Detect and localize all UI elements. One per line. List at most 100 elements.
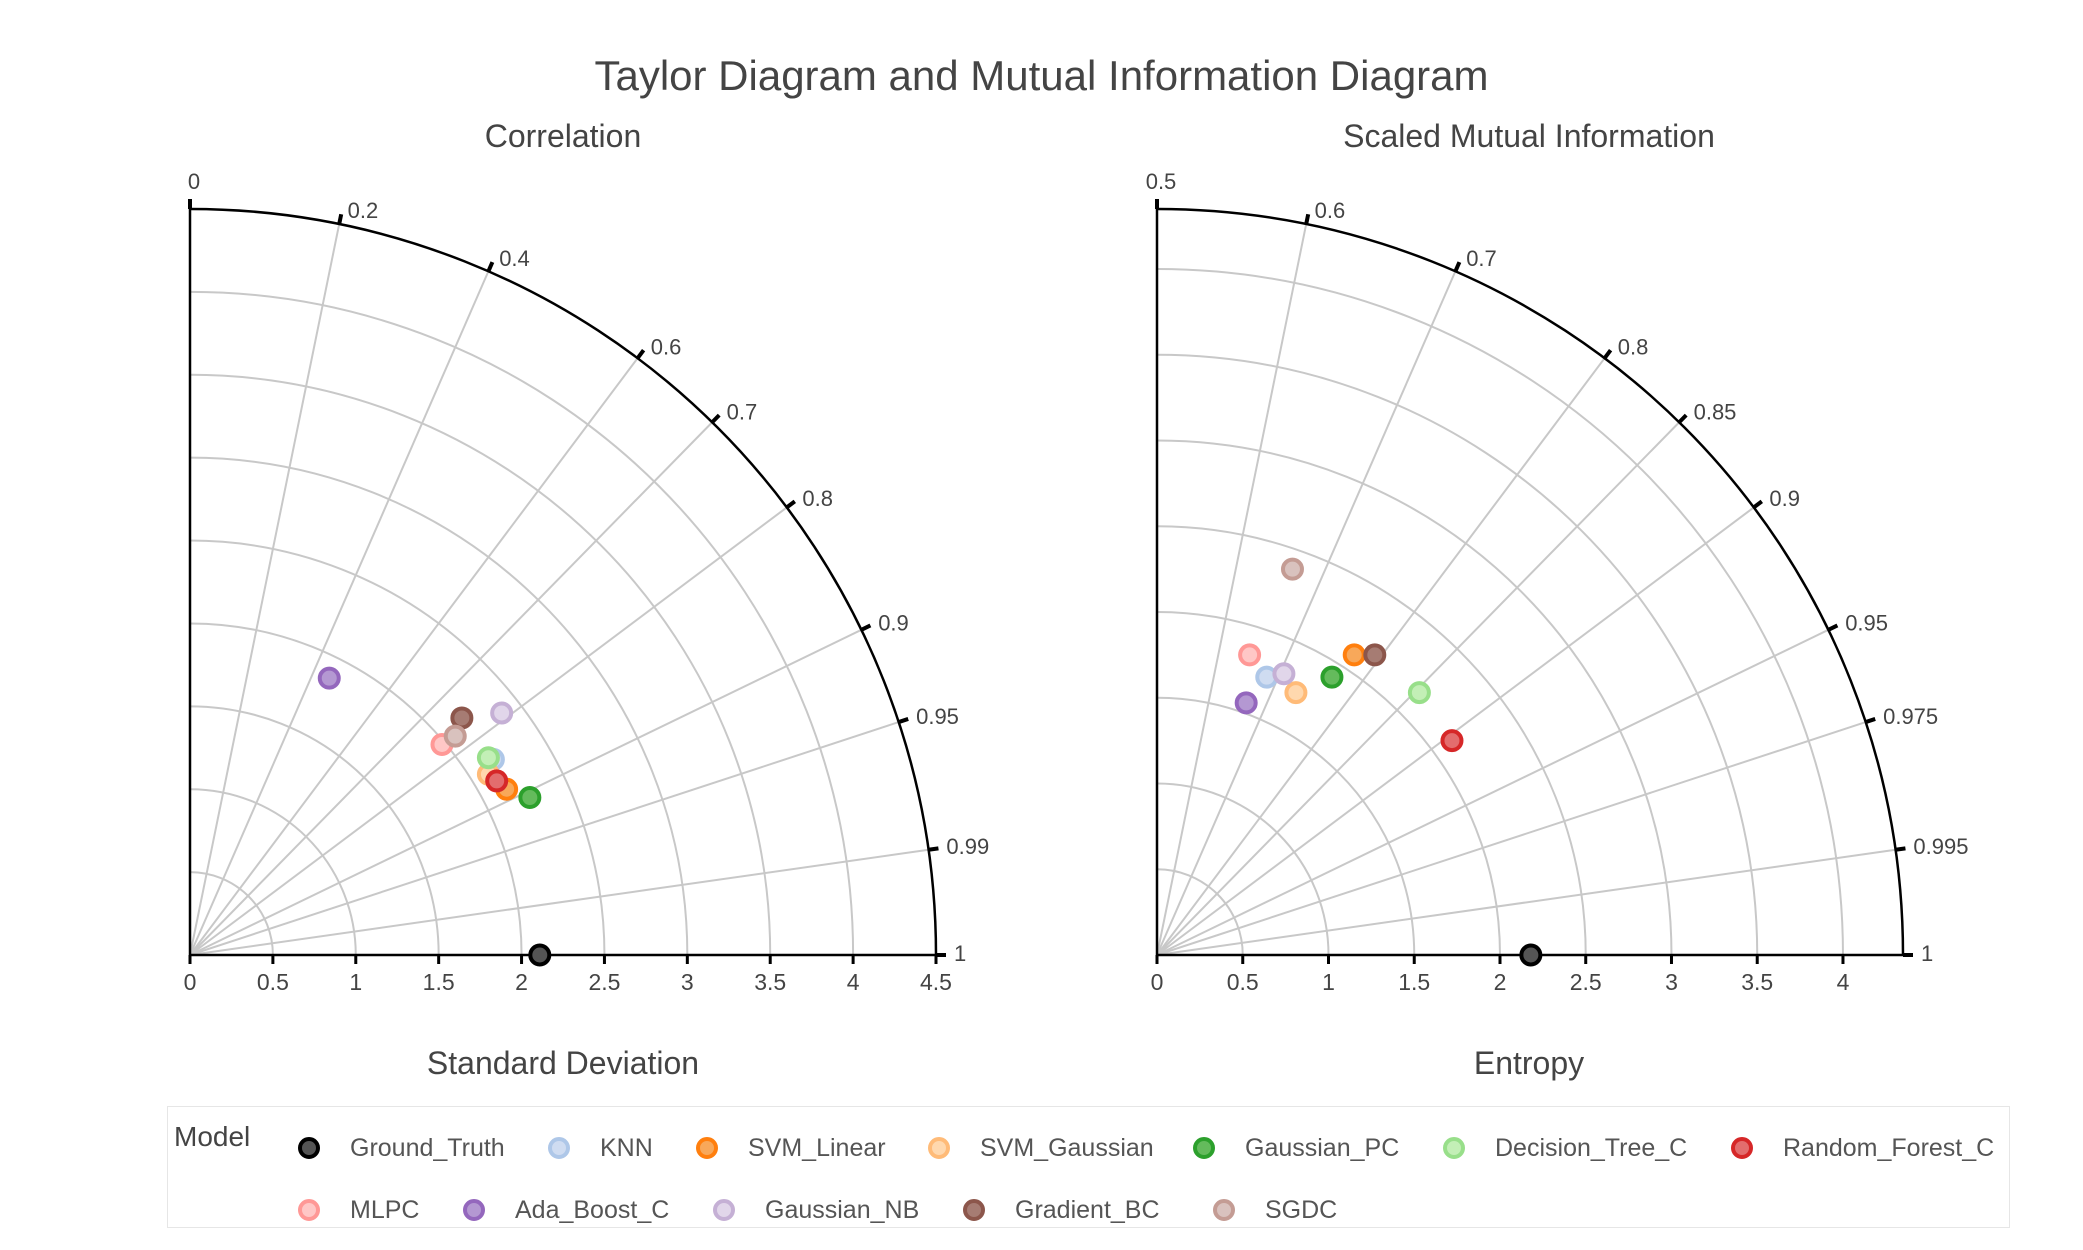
- angular-tick-label: 0.7: [727, 399, 758, 424]
- angular-tick: [1453, 261, 1462, 273]
- subplot-title: Correlation: [485, 118, 642, 154]
- legend-label: KNN: [600, 1133, 653, 1162]
- legend-item: KNN: [548, 1133, 653, 1163]
- legend-marker: [713, 1199, 735, 1221]
- legend-marker: [1193, 1137, 1215, 1159]
- radial-tick-label: 4.5: [920, 969, 952, 995]
- angular-tick: [860, 623, 872, 632]
- legend-label: MLPC: [350, 1195, 420, 1224]
- angular-tick-label: 0.2: [348, 198, 379, 223]
- grid-spoke: [189, 506, 788, 956]
- angular-tick: [1752, 499, 1764, 509]
- angular-tick: [785, 499, 796, 509]
- grid-arc: [189, 539, 606, 956]
- legend-label: SVM_Linear: [748, 1133, 886, 1162]
- grid-spoke: [1156, 721, 1867, 956]
- angular-tick-label: 0.95: [1845, 610, 1888, 635]
- legend-marker: [1213, 1199, 1235, 1221]
- radial-tick-label: 1: [1322, 969, 1335, 995]
- legend-item: Random_Forest_C: [1731, 1133, 1994, 1163]
- grid-arc: [1156, 268, 1844, 956]
- data-point-gradient-bc: [1363, 643, 1387, 667]
- angular-tick-label: 1: [954, 941, 966, 966]
- angular-tick-label: 0.975: [1883, 704, 1938, 729]
- legend-item: SVM_Linear: [696, 1133, 886, 1163]
- outer-arc: [1156, 207, 1905, 956]
- angular-tick: [1677, 413, 1688, 424]
- radial-tick-label: 1: [349, 969, 362, 995]
- angular-tick: [337, 213, 344, 225]
- grid-arc: [1156, 696, 1416, 956]
- diagram-1: 0 0.2 0.4 0.6 0.7 0.8 0.9 0.95 0.99 1 0 0.5 1 1.5 2 2.5…: [184, 118, 990, 1081]
- angular-tick-label: 0.99: [946, 834, 989, 859]
- angular-tick-label: 0.9: [1769, 486, 1800, 511]
- angular-tick-label: 1: [1921, 941, 1933, 966]
- diagram-2: 0.5 0.6 0.7 0.8 0.85 0.9 0.95 0.975 0.995 1 0 0.5 1 1…: [1146, 118, 1969, 1081]
- angular-tick: [928, 846, 939, 852]
- outer-arc: [189, 207, 938, 956]
- angular-tick: [898, 717, 909, 724]
- legend-marker: [1443, 1137, 1465, 1159]
- radial-tick-label: 3: [681, 969, 694, 995]
- data-point-gaussian-nb: [490, 701, 514, 725]
- radial-tick-label: 3: [1665, 969, 1678, 995]
- grid-arc: [189, 622, 523, 956]
- data-point-gaussian-pc: [1320, 665, 1344, 689]
- legend-label: Gaussian_NB: [765, 1195, 920, 1224]
- angular-tick: [486, 261, 495, 273]
- data-point-ground-truth: [528, 943, 552, 967]
- data-point-sgdc: [443, 724, 467, 748]
- radial-tick-label: 4: [847, 969, 860, 995]
- data-point-decision-tree-c: [1407, 681, 1431, 705]
- data-point-ada-boost-c: [317, 666, 341, 690]
- grid-arc: [189, 290, 855, 956]
- legend-label: SGDC: [1265, 1195, 1338, 1224]
- angular-tick-label: 0.9: [878, 610, 909, 635]
- grid-arc: [189, 373, 772, 956]
- subplot-title: Scaled Mutual Information: [1343, 118, 1715, 154]
- angular-tick: [1895, 846, 1906, 852]
- radial-tick-label: 0: [1151, 969, 1164, 995]
- radial-tick-label: 4: [1837, 969, 1850, 995]
- angular-tick-label: 0.7: [1466, 246, 1497, 271]
- grid-arc: [1156, 782, 1330, 956]
- legend-marker: [463, 1199, 485, 1221]
- legend-item: Decision_Tree_C: [1443, 1133, 1687, 1163]
- legend-item: Gaussian_NB: [713, 1195, 919, 1225]
- legend-marker: [696, 1137, 718, 1159]
- angular-tick-label: 0.6: [1315, 198, 1346, 223]
- legend-label: SVM_Gaussian: [980, 1133, 1154, 1162]
- grid-spoke: [1156, 223, 1308, 956]
- legend-label: Random_Forest_C: [1783, 1133, 1995, 1162]
- legend-item: SGDC: [1213, 1195, 1337, 1225]
- angular-tick-label: 0.6: [651, 334, 682, 359]
- legend-label: Ground_Truth: [350, 1133, 505, 1162]
- data-point-gradient-bc: [450, 706, 474, 730]
- data-point-ground-truth: [1519, 943, 1543, 967]
- angular-tick-label: 0.8: [1618, 334, 1649, 359]
- radial-tick-label: 1.5: [423, 969, 455, 995]
- radial-tick-label: 3.5: [1741, 969, 1773, 995]
- angular-tick: [1827, 623, 1839, 632]
- legend-item: MLPC: [298, 1195, 419, 1225]
- radial-tick-label: 2: [515, 969, 528, 995]
- angular-tick: [710, 413, 721, 424]
- radial-tick-label: 1.5: [1398, 969, 1430, 995]
- radial-tick-label: 0: [184, 969, 197, 995]
- grid-arc: [1156, 611, 1501, 956]
- grid-spoke: [189, 848, 929, 956]
- grid-spoke: [189, 270, 490, 956]
- angular-tick-label: 0.4: [499, 246, 530, 271]
- legend-label: Gaussian_PC: [1245, 1133, 1400, 1162]
- radial-tick-label: 0.5: [257, 969, 289, 995]
- radial-tick-label: 3.5: [754, 969, 786, 995]
- data-point-ada-boost-c: [1234, 691, 1258, 715]
- angular-tick-label: 0.85: [1694, 399, 1737, 424]
- data-point-decision-tree-c: [476, 746, 500, 770]
- grid-spoke: [189, 421, 713, 956]
- grid-spoke: [189, 721, 900, 956]
- data-point-random-forest-c: [1440, 729, 1464, 753]
- grid-spoke: [189, 357, 639, 956]
- angular-tick-label: 0.95: [916, 704, 959, 729]
